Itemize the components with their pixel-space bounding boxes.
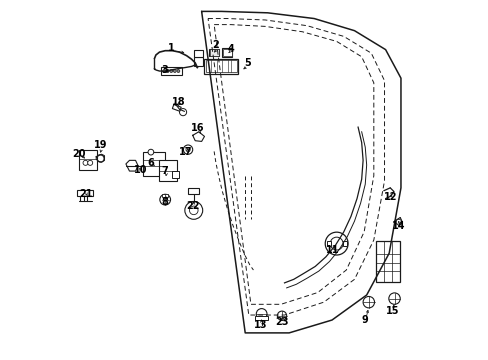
Bar [193, 58, 203, 66]
Bar [210, 49, 218, 56]
Circle shape [160, 194, 170, 205]
Text: 22: 22 [185, 201, 199, 211]
Text: 12: 12 [383, 192, 396, 202]
Bar [326, 241, 330, 246]
Polygon shape [125, 160, 138, 171]
Circle shape [177, 69, 180, 72]
Text: 14: 14 [391, 221, 405, 231]
Circle shape [166, 69, 169, 72]
Text: 17: 17 [179, 147, 192, 157]
Text: 19: 19 [94, 140, 107, 150]
Circle shape [148, 149, 153, 155]
Bar [209, 49, 219, 57]
Text: 7: 7 [162, 166, 168, 176]
Circle shape [329, 237, 343, 250]
Text: 23: 23 [275, 317, 288, 327]
Bar [159, 160, 176, 181]
Bar [193, 50, 203, 57]
Circle shape [277, 311, 286, 320]
Bar [342, 241, 346, 246]
Text: 11: 11 [325, 245, 339, 255]
Text: 20: 20 [73, 149, 86, 159]
Circle shape [97, 155, 104, 162]
Circle shape [184, 202, 203, 219]
Text: 8: 8 [162, 197, 168, 207]
Text: 15: 15 [385, 306, 399, 316]
Text: 10: 10 [133, 165, 146, 175]
Circle shape [163, 69, 165, 72]
Circle shape [363, 296, 374, 308]
Bar [172, 171, 179, 178]
Bar [223, 49, 231, 56]
Bar [375, 241, 400, 282]
Text: 3: 3 [162, 65, 168, 75]
Bar [222, 48, 232, 57]
Circle shape [395, 219, 401, 225]
Bar [172, 104, 181, 111]
Bar [205, 60, 237, 72]
Text: 5: 5 [244, 58, 250, 68]
Bar [255, 316, 267, 320]
Circle shape [87, 160, 93, 165]
Circle shape [169, 69, 172, 72]
Circle shape [183, 145, 192, 154]
Text: 21: 21 [79, 189, 92, 199]
Bar [162, 194, 168, 197]
Bar [204, 59, 238, 73]
Circle shape [179, 109, 186, 116]
Circle shape [83, 160, 88, 165]
Circle shape [173, 69, 176, 72]
Bar [80, 150, 97, 170]
Circle shape [189, 206, 198, 215]
Text: 4: 4 [227, 44, 234, 54]
Text: 6: 6 [147, 158, 154, 168]
Text: 18: 18 [171, 97, 185, 107]
Bar [77, 190, 93, 196]
Text: 16: 16 [190, 123, 203, 133]
Text: 1: 1 [167, 43, 174, 53]
Circle shape [256, 309, 266, 319]
Bar [142, 153, 164, 176]
Text: 13: 13 [253, 320, 267, 330]
Circle shape [185, 148, 190, 152]
Bar [160, 67, 182, 75]
Text: 2: 2 [212, 40, 219, 50]
Circle shape [325, 232, 347, 255]
Circle shape [388, 293, 400, 304]
Text: 9: 9 [361, 315, 368, 325]
Bar [188, 188, 199, 194]
